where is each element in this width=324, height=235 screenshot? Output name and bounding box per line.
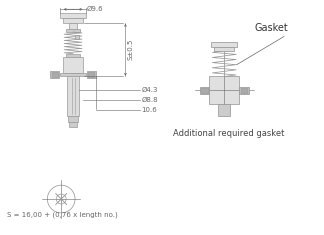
Bar bbox=[209, 76, 239, 104]
Bar bbox=[218, 104, 230, 116]
Bar bbox=[66, 54, 80, 57]
Bar bbox=[201, 88, 208, 93]
Text: Gasket: Gasket bbox=[255, 23, 288, 33]
Bar bbox=[75, 35, 79, 39]
Text: Additional required gasket: Additional required gasket bbox=[173, 129, 284, 138]
Bar bbox=[88, 72, 94, 77]
Bar bbox=[239, 87, 249, 94]
Bar bbox=[87, 71, 96, 78]
Bar bbox=[69, 23, 77, 29]
Bar bbox=[240, 88, 248, 93]
Bar bbox=[52, 72, 58, 77]
Bar bbox=[200, 87, 209, 94]
Text: Ø9.6: Ø9.6 bbox=[87, 6, 104, 12]
Text: 10.6: 10.6 bbox=[141, 107, 157, 113]
Text: Ø4.3: Ø4.3 bbox=[141, 87, 158, 93]
Text: S±0.5: S±0.5 bbox=[127, 39, 133, 60]
Bar bbox=[68, 116, 78, 122]
Bar bbox=[214, 47, 234, 51]
Bar bbox=[69, 122, 77, 127]
Text: S = 16,00 + (0,76 x length no.): S = 16,00 + (0,76 x length no.) bbox=[7, 211, 118, 218]
Bar bbox=[60, 73, 86, 76]
Text: Ø8.8: Ø8.8 bbox=[141, 97, 158, 103]
Bar bbox=[63, 57, 83, 73]
Bar bbox=[63, 18, 83, 23]
Bar bbox=[66, 29, 80, 32]
Bar bbox=[67, 76, 79, 116]
Bar bbox=[50, 71, 59, 78]
Bar bbox=[60, 13, 86, 18]
Bar bbox=[211, 42, 237, 47]
